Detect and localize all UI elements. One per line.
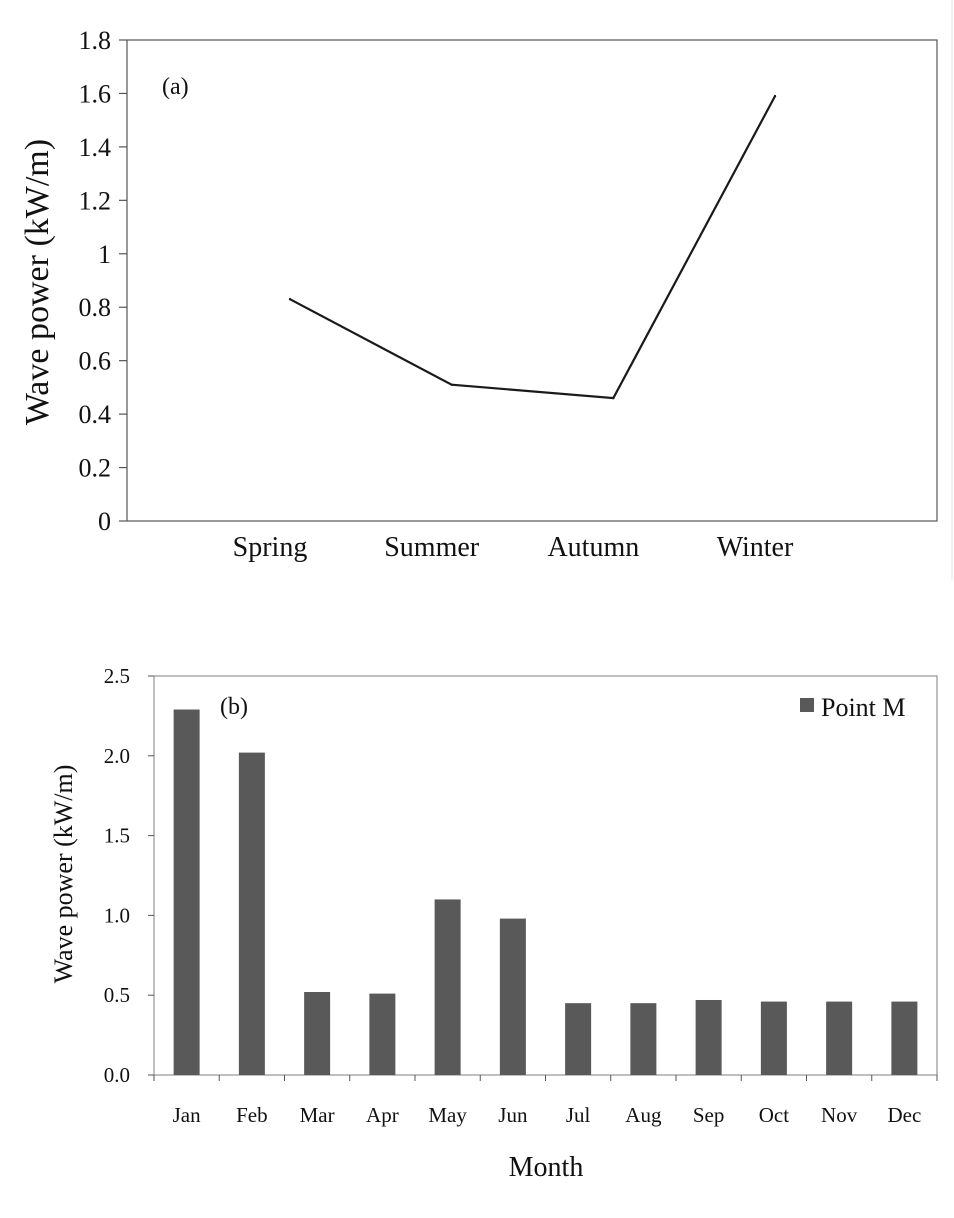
x-tick-label: Autumn — [547, 532, 639, 563]
panel-a-background — [0, 0, 954, 580]
y-tick-label: 1.6 — [79, 79, 112, 108]
y-tick-label: 1 — [98, 240, 111, 269]
y-tick-label: 2.5 — [104, 664, 130, 688]
panel-b-x-axis-label: Month — [509, 1152, 584, 1183]
x-tick-label: Oct — [759, 1103, 789, 1127]
y-tick-label: 0.6 — [79, 347, 112, 376]
x-tick-label: Winter — [717, 532, 794, 563]
x-tick-label: Mar — [300, 1103, 335, 1127]
legend-swatch-point-m — [800, 698, 814, 712]
y-tick-label: 1.0 — [104, 903, 130, 927]
bar — [173, 709, 200, 1075]
bar — [369, 993, 396, 1075]
panel-a-series — [288, 94, 777, 400]
bar — [760, 1001, 787, 1075]
panel-a-plot-area — [126, 39, 938, 522]
bar — [826, 1001, 853, 1075]
x-tick-label: Dec — [887, 1103, 921, 1127]
y-tick-label: 0.4 — [79, 400, 112, 429]
x-tick-label: Aug — [625, 1103, 662, 1127]
series-line — [289, 95, 776, 400]
bar — [434, 899, 461, 1075]
x-tick-label: May — [428, 1103, 467, 1127]
panel-b-legend: Point M — [800, 693, 906, 722]
data-point — [450, 383, 453, 386]
x-tick-label: Jul — [566, 1103, 591, 1127]
y-tick-label: 0.0 — [104, 1063, 130, 1087]
bar — [238, 752, 265, 1075]
panel-b-label: (b) — [220, 694, 248, 720]
panel-b-y-axis-label: Wave power (kW/m) — [49, 765, 78, 984]
bar — [891, 1001, 918, 1075]
y-tick-label: 0.2 — [79, 454, 112, 483]
x-tick-label: Jun — [498, 1103, 528, 1127]
x-tick-label: Sep — [693, 1103, 725, 1127]
y-tick-label: 0 — [98, 507, 111, 536]
data-point — [612, 396, 615, 400]
panel-a-label: (a) — [162, 74, 189, 100]
x-tick-label: Spring — [233, 532, 308, 563]
panel-a-y-ticks: 0 0.2 0.4 0.6 0.8 1 1.2 1.4 1.6 1.8 — [79, 26, 127, 536]
bar — [499, 918, 526, 1075]
y-tick-label: 1.8 — [79, 26, 112, 55]
panel-b-y-ticks: 0.0 0.5 1.0 1.5 2.0 2.5 — [104, 664, 154, 1087]
y-tick-label: 0.8 — [79, 293, 112, 322]
panel-a-y-axis-label: Wave power (kW/m) — [19, 139, 56, 425]
panel-b-background — [0, 618, 954, 1213]
x-tick-label: Feb — [236, 1103, 268, 1127]
panel-a-line-chart: (a) Wave power (kW/m) 0 0.2 0.4 0.6 0.8 1 1.2 1… — [0, 0, 954, 580]
x-tick-label: Jan — [173, 1103, 201, 1127]
y-tick-label: 0.5 — [104, 983, 130, 1007]
data-point — [288, 298, 292, 301]
bar — [630, 1003, 657, 1075]
data-point — [773, 94, 777, 98]
bar — [565, 1003, 592, 1075]
x-tick-label: Summer — [384, 532, 480, 563]
panel-b-bar-chart: (b) Wave power (kW/m) Month Point M 0.00… — [0, 618, 954, 1213]
x-tick-label: Nov — [821, 1103, 858, 1127]
bar — [695, 999, 722, 1075]
y-tick-label: 1.4 — [79, 133, 112, 162]
legend-label-point-m: Point M — [821, 693, 906, 722]
panel-b-x-ticks: Jan Feb Mar Apr May Jun Jul Aug Sep Oct Nov Dec — [153, 1075, 938, 1127]
bar — [304, 992, 331, 1075]
y-tick-label: 1.5 — [104, 824, 130, 848]
x-tick-label: Apr — [366, 1103, 399, 1127]
panel-b-bars — [173, 709, 918, 1075]
y-tick-label: 2.0 — [104, 744, 130, 768]
panel-a-x-ticks: Spring Summer Autumn Winter — [233, 532, 794, 563]
y-tick-label: 1.2 — [79, 186, 112, 215]
